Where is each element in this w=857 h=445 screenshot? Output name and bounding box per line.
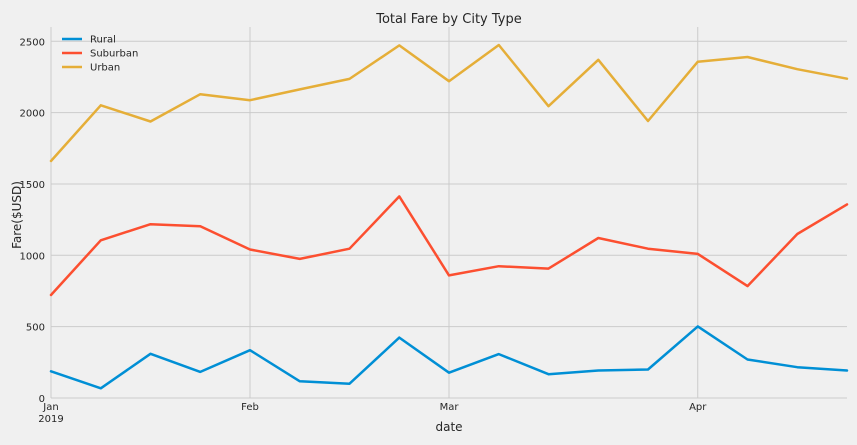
series-layer — [49, 43, 849, 390]
series-line-rural — [49, 325, 849, 390]
series-line-urban — [49, 43, 849, 163]
x-tick-label: Jan — [42, 402, 58, 413]
x-axis-label: date — [435, 420, 462, 434]
legend: Rural Suburban Urban — [62, 35, 138, 74]
y-axis-label: Fare($USD) — [10, 181, 24, 249]
x-tick-label: Feb — [241, 402, 259, 413]
y-tick-label: 0 — [39, 394, 45, 405]
y-tick-label: 500 — [26, 323, 45, 334]
y-tick-label: 1000 — [20, 251, 45, 262]
legend-label-urban: Urban — [90, 63, 120, 74]
series-line-suburban — [49, 195, 849, 297]
x-tick-label: Apr — [689, 402, 707, 413]
y-tick-label: 2000 — [20, 109, 45, 120]
y-tick-label: 2500 — [20, 37, 45, 48]
y-tick-label: 1500 — [20, 180, 45, 191]
x-tick-sublabel: 2019 — [38, 414, 63, 425]
legend-label-rural: Rural — [90, 35, 116, 46]
grid-layer — [50, 27, 847, 399]
x-tick-label: Mar — [440, 402, 460, 413]
legend-label-suburban: Suburban — [90, 49, 138, 60]
chart-title: Total Fare by City Type — [375, 12, 521, 27]
